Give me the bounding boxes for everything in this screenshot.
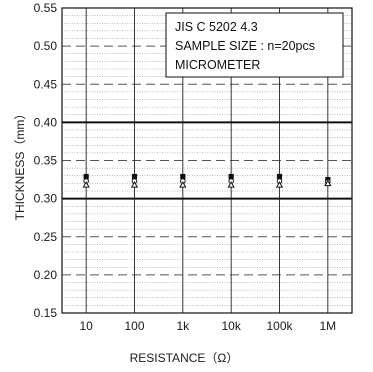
x-tick-label: 10k [221,319,241,333]
min-marker [130,181,139,188]
min-marker [275,181,284,188]
annotation-sample-size: SAMPLE SIZE : n=20pcs [175,39,315,53]
max-marker [276,173,283,180]
y-tick-label: 0.15 [34,306,58,320]
y-tick-label: 0.45 [34,77,58,91]
max-marker [180,173,186,180]
y-tick-label: 0.35 [34,154,58,168]
x-tick-label: 100k [266,319,293,333]
y-tick-label: 0.20 [34,268,58,282]
spec-limit-lines [62,121,352,200]
annotation-box-border [165,12,344,78]
max-marker [83,173,89,180]
min-marker [227,181,235,188]
x-tick-label: 1M [319,319,336,333]
min-marker [82,181,90,188]
y-tick-label: 0.30 [34,192,58,206]
y-tick-labels: 0.15 0.20 0.25 0.30 0.35 0.40 0.45 0.50 0.55 [34,1,58,320]
y-axis-title: THICKNESS（mm） [13,108,27,221]
data-markers [82,173,332,188]
y-tick-label: 0.55 [34,1,58,15]
x-tick-label: 10 [79,319,93,333]
annotation-method: MICROMETER [175,58,260,72]
max-marker [228,173,234,180]
x-tick-label: 100 [124,319,144,333]
x-tick-label: 1k [176,319,190,333]
x-axis-title: RESISTANCE（Ω） [130,351,239,365]
plot-frame [61,7,353,314]
max-marker [131,173,138,180]
x-tick-labels: 10 100 1k 10k 100k 1M [79,319,336,333]
min-marker [179,181,187,188]
annotation-box: JIS C 5202 4.3 SAMPLE SIZE : n=20pcs MIC… [165,12,344,78]
y-tick-label: 0.50 [34,39,58,53]
min-marker [324,179,332,187]
y-tick-label: 0.40 [34,115,58,129]
annotation-standard: JIS C 5202 4.3 [175,20,258,34]
y-tick-label: 0.25 [34,230,58,244]
